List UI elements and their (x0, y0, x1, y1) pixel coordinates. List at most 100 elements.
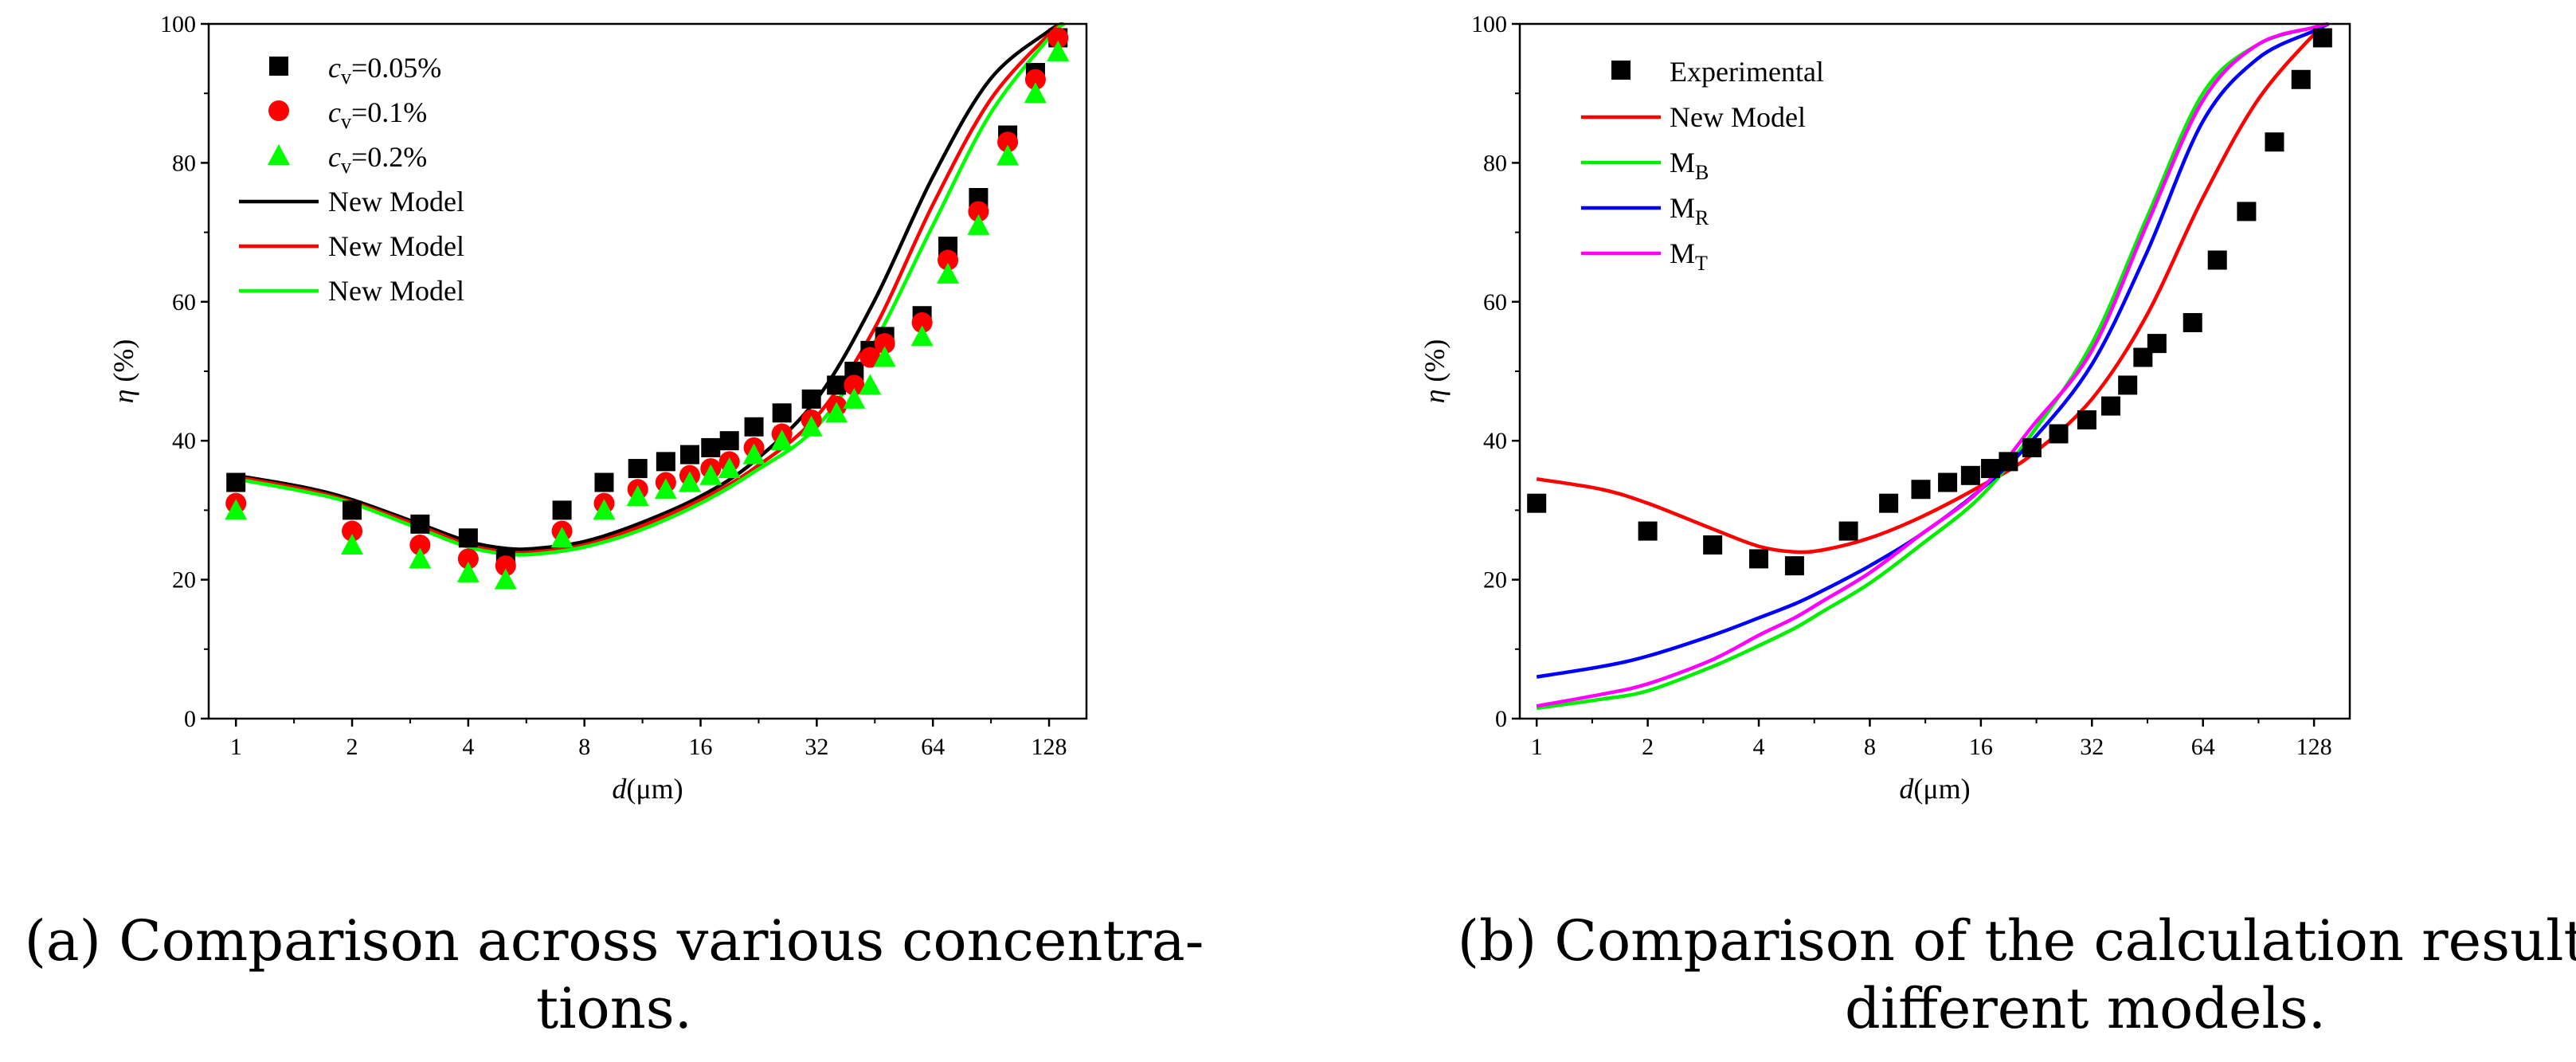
data-point (226, 472, 246, 492)
data-point (937, 262, 960, 284)
legend-label-name: M (1670, 192, 1695, 224)
data-point (2049, 424, 2069, 444)
legend-label: MB (1670, 147, 1709, 184)
data-point (678, 471, 701, 492)
x-tick-label: 64 (2191, 734, 2215, 760)
data-point (341, 534, 364, 555)
legend-label: cv=0.2% (328, 141, 427, 178)
x-tick-label: 32 (805, 734, 828, 760)
legend-label-subscript: R (1695, 206, 1709, 229)
data-point (701, 437, 721, 457)
legend-label-symbol: c (328, 96, 341, 128)
scatter-series-1 (1527, 28, 2332, 576)
caption-line: different models. (1845, 976, 2326, 1041)
data-point (1911, 480, 1931, 500)
series-line-3 (1536, 22, 2330, 679)
data-point (1749, 549, 1769, 569)
series-line-1 (1536, 22, 2330, 555)
data-point (1024, 69, 1046, 90)
legend-label-value: =0.05% (351, 52, 441, 84)
data-point (1999, 452, 2018, 472)
data-point (825, 402, 848, 423)
caption-line: (a) Comparison across various concentra- (25, 908, 1204, 974)
legend-label: New Model (328, 186, 464, 217)
caption-line: (b) Comparison of the calculation result… (1458, 908, 2576, 974)
data-point (458, 528, 478, 548)
x-tick-label: 4 (462, 734, 474, 760)
data-point (2183, 312, 2202, 332)
series-line-1 (235, 22, 1065, 551)
caption-line: tions. (536, 976, 692, 1041)
y-axis-title-symbol: η (108, 390, 139, 404)
data-point (718, 457, 741, 479)
y-axis-title: η (%) (108, 339, 139, 404)
legend-label: Experimental (1670, 56, 1824, 88)
data-point (874, 333, 895, 355)
scatter-series-3 (225, 40, 1070, 590)
x-tick-label: 64 (921, 734, 945, 760)
x-tick-label: 128 (1032, 734, 1067, 760)
legend-marker (269, 57, 288, 76)
legend-label-name: New Model (328, 275, 464, 307)
data-point (2022, 437, 2042, 457)
data-point (1047, 40, 1070, 61)
y-tick-label: 100 (160, 11, 196, 37)
data-point (1838, 521, 1858, 541)
data-point (2100, 396, 2120, 416)
data-point (742, 443, 765, 464)
y-tick-label: 60 (1483, 289, 1507, 315)
model-lines (1536, 22, 2330, 711)
data-point (594, 472, 614, 492)
data-point (225, 499, 248, 520)
data-point (772, 403, 792, 423)
x-tick-label: 16 (689, 734, 713, 760)
legend-label: cv=0.1% (328, 96, 427, 133)
data-point (1879, 493, 1899, 513)
legend-label-value: =0.1% (351, 96, 427, 128)
data-point (770, 429, 793, 451)
legend-label-subscript: v (341, 110, 351, 133)
data-point (910, 325, 934, 347)
data-point (626, 484, 649, 506)
legend-label: New Model (1670, 101, 1806, 133)
legend-label-name: Experimental (1670, 56, 1824, 88)
y-tick-label: 60 (172, 289, 196, 315)
y-tick-label: 0 (1495, 706, 1507, 732)
legend-label-name: New Model (1670, 101, 1806, 133)
data-point (843, 387, 866, 409)
data-point (2147, 334, 2167, 354)
data-point (656, 452, 675, 472)
legend-label-subscript: B (1695, 161, 1709, 184)
plot-frame (1518, 22, 2351, 720)
legend-marker (268, 100, 289, 121)
data-point (2237, 202, 2257, 221)
data-point (1981, 459, 2001, 479)
x-tick-label: 1 (1531, 734, 1543, 760)
x-axis-title: d(μm) (1899, 773, 1970, 805)
data-point (844, 374, 865, 396)
y-tick-label: 80 (172, 150, 196, 176)
data-point (997, 131, 1019, 153)
y-axis-title-unit: (%) (108, 339, 139, 390)
chart-panel-b: 0 20 40 60 80 100 1 2 4 8 16 32 64 128 d(μm) η (%) Exper… (1419, 11, 2576, 1041)
data-point (1047, 27, 1069, 49)
data-point (495, 555, 516, 577)
data-point (2118, 375, 2138, 395)
data-point (873, 346, 896, 367)
data-point (1960, 465, 1980, 485)
x-tick-label: 8 (1864, 734, 1876, 760)
data-point (1784, 556, 1804, 576)
data-point (699, 464, 722, 485)
data-point (410, 514, 430, 534)
x-tick-label: 8 (578, 734, 590, 760)
x-axis-title-unit: (μm) (626, 773, 683, 805)
data-point (2312, 28, 2332, 48)
legend-label: cv=0.05% (328, 52, 441, 88)
data-point (409, 547, 432, 569)
x-tick-label: 4 (1753, 734, 1765, 760)
y-tick-label: 0 (184, 706, 196, 732)
